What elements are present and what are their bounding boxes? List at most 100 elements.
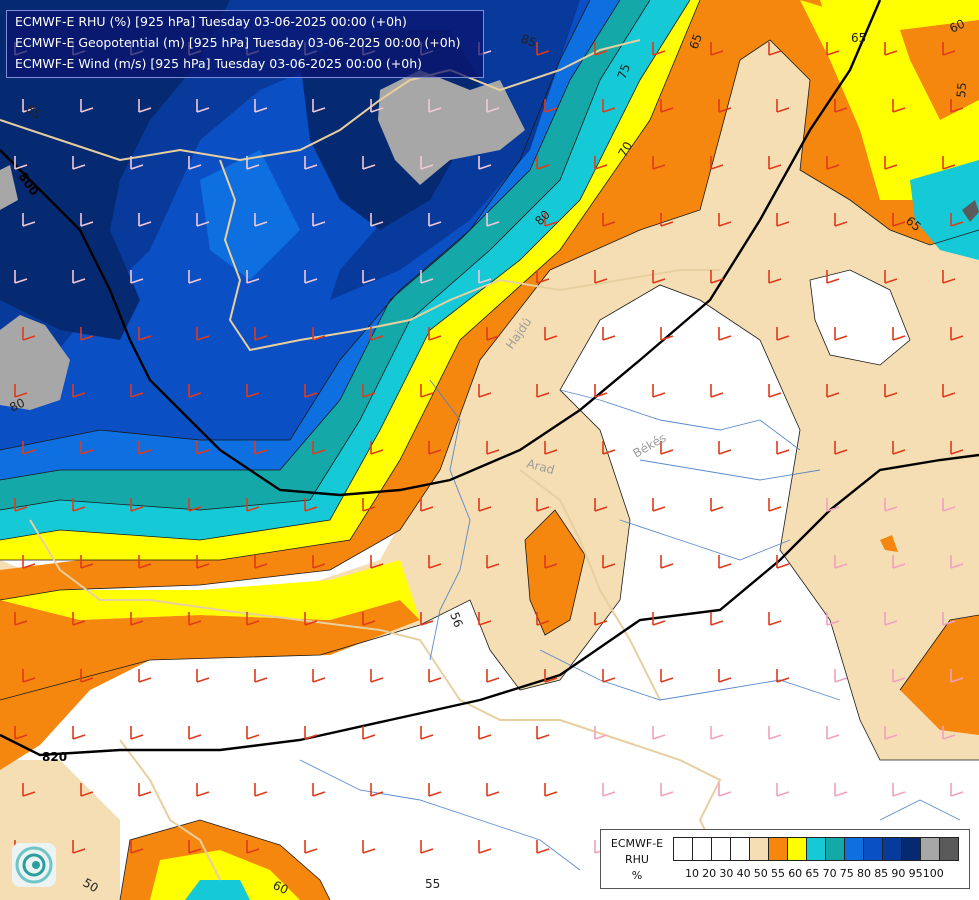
wind-barb [718,669,732,683]
wind-barb [362,156,376,170]
legend-label: 90 [891,867,906,880]
wind-barb [138,441,152,455]
wind-barb [486,783,500,797]
title-line-geopotential: ECMWF-E Geopotential (m) [925 hPa] Tuesd… [15,35,461,50]
wind-barb [834,783,848,797]
contour-label: 70 [615,139,635,159]
rivers [299,379,961,871]
wind-barb [312,669,326,683]
wind-barb [14,612,28,626]
wind-barb [80,441,94,455]
wind-barb [428,327,442,341]
wind-barb [246,384,260,398]
wind-barb [536,840,550,854]
wind-barb [536,612,550,626]
wind-barb [950,327,964,341]
legend-swatch [844,837,864,861]
wind-barb [884,270,898,284]
wind-barb [776,783,790,797]
legend-swatch [730,837,750,861]
wind-barb [826,384,840,398]
wind-barb [420,270,434,284]
wind-barb [362,384,376,398]
contour-label: 56 [447,610,465,629]
rh-band-90 [0,0,230,340]
contour-label: 60 [947,17,967,36]
wind-barb [188,498,202,512]
wind-barb [884,384,898,398]
wind-barb [312,99,326,113]
rh-band-55 [880,535,898,552]
wind-barb [892,669,906,683]
provider-logo [12,843,56,887]
wind-barb [536,42,550,56]
wind-barb [826,270,840,284]
wind-barb [188,384,202,398]
wind-barb [22,213,36,227]
wind-barb [130,270,144,284]
wind-barb [370,669,384,683]
wind-barb [652,270,666,284]
wind-barb [362,612,376,626]
wind-barb [478,726,492,740]
legend-swatch [863,837,883,861]
wind-barb [254,327,268,341]
wind-barb [942,498,956,512]
wind-barb [362,498,376,512]
wind-barb [312,441,326,455]
wind-barb [602,327,616,341]
wind-barb [72,840,86,854]
contour-label: 75 [615,62,633,81]
legend-swatch [920,837,940,861]
wind-barb [710,42,724,56]
wind-barb [602,99,616,113]
wind-barb [594,270,608,284]
wind-barb [254,213,268,227]
wind-barb [486,441,500,455]
wind-barb [594,612,608,626]
wind-barb [892,783,906,797]
wind-barb [718,327,732,341]
wind-barb [246,156,260,170]
legend-swatch [673,837,693,861]
title-panel: ECMWF-E RHU (%) [925 hPa] Tuesday 03-06-… [6,10,484,78]
wind-barb [370,441,384,455]
wind-barb [950,99,964,113]
wind-barb [718,555,732,569]
legend-swatch [901,837,921,861]
wind-barb [188,156,202,170]
wind-barb [428,783,442,797]
wind-barb [138,213,152,227]
legend-label: 85 [874,867,889,880]
wind-barb [478,840,492,854]
legend-unit: % [631,869,643,882]
wind-barb [80,555,94,569]
wind-barb [710,156,724,170]
wind-barb [826,42,840,56]
wind-barb [826,612,840,626]
wind-barb [14,726,28,740]
wind-barb [196,783,210,797]
wind-barb [478,270,492,284]
wind-barb [536,270,550,284]
wind-barb [594,384,608,398]
wind-barb [130,840,144,854]
legend-swatches [673,837,959,861]
wind-barb [884,498,898,512]
wind-barb [602,669,616,683]
wind-barb [14,498,28,512]
wind-barb [138,555,152,569]
wind-barb [942,270,956,284]
wind-barb [362,270,376,284]
wind-barb [138,783,152,797]
wind-barb [892,441,906,455]
wind-barb [304,726,318,740]
wind-barb [776,99,790,113]
wind-barb [22,555,36,569]
wind-barb [536,726,550,740]
wind-barb [718,99,732,113]
wind-barb [710,498,724,512]
legend-label: 40 [736,867,751,880]
legend-label: 10 [685,867,699,880]
wind-barb [72,498,86,512]
